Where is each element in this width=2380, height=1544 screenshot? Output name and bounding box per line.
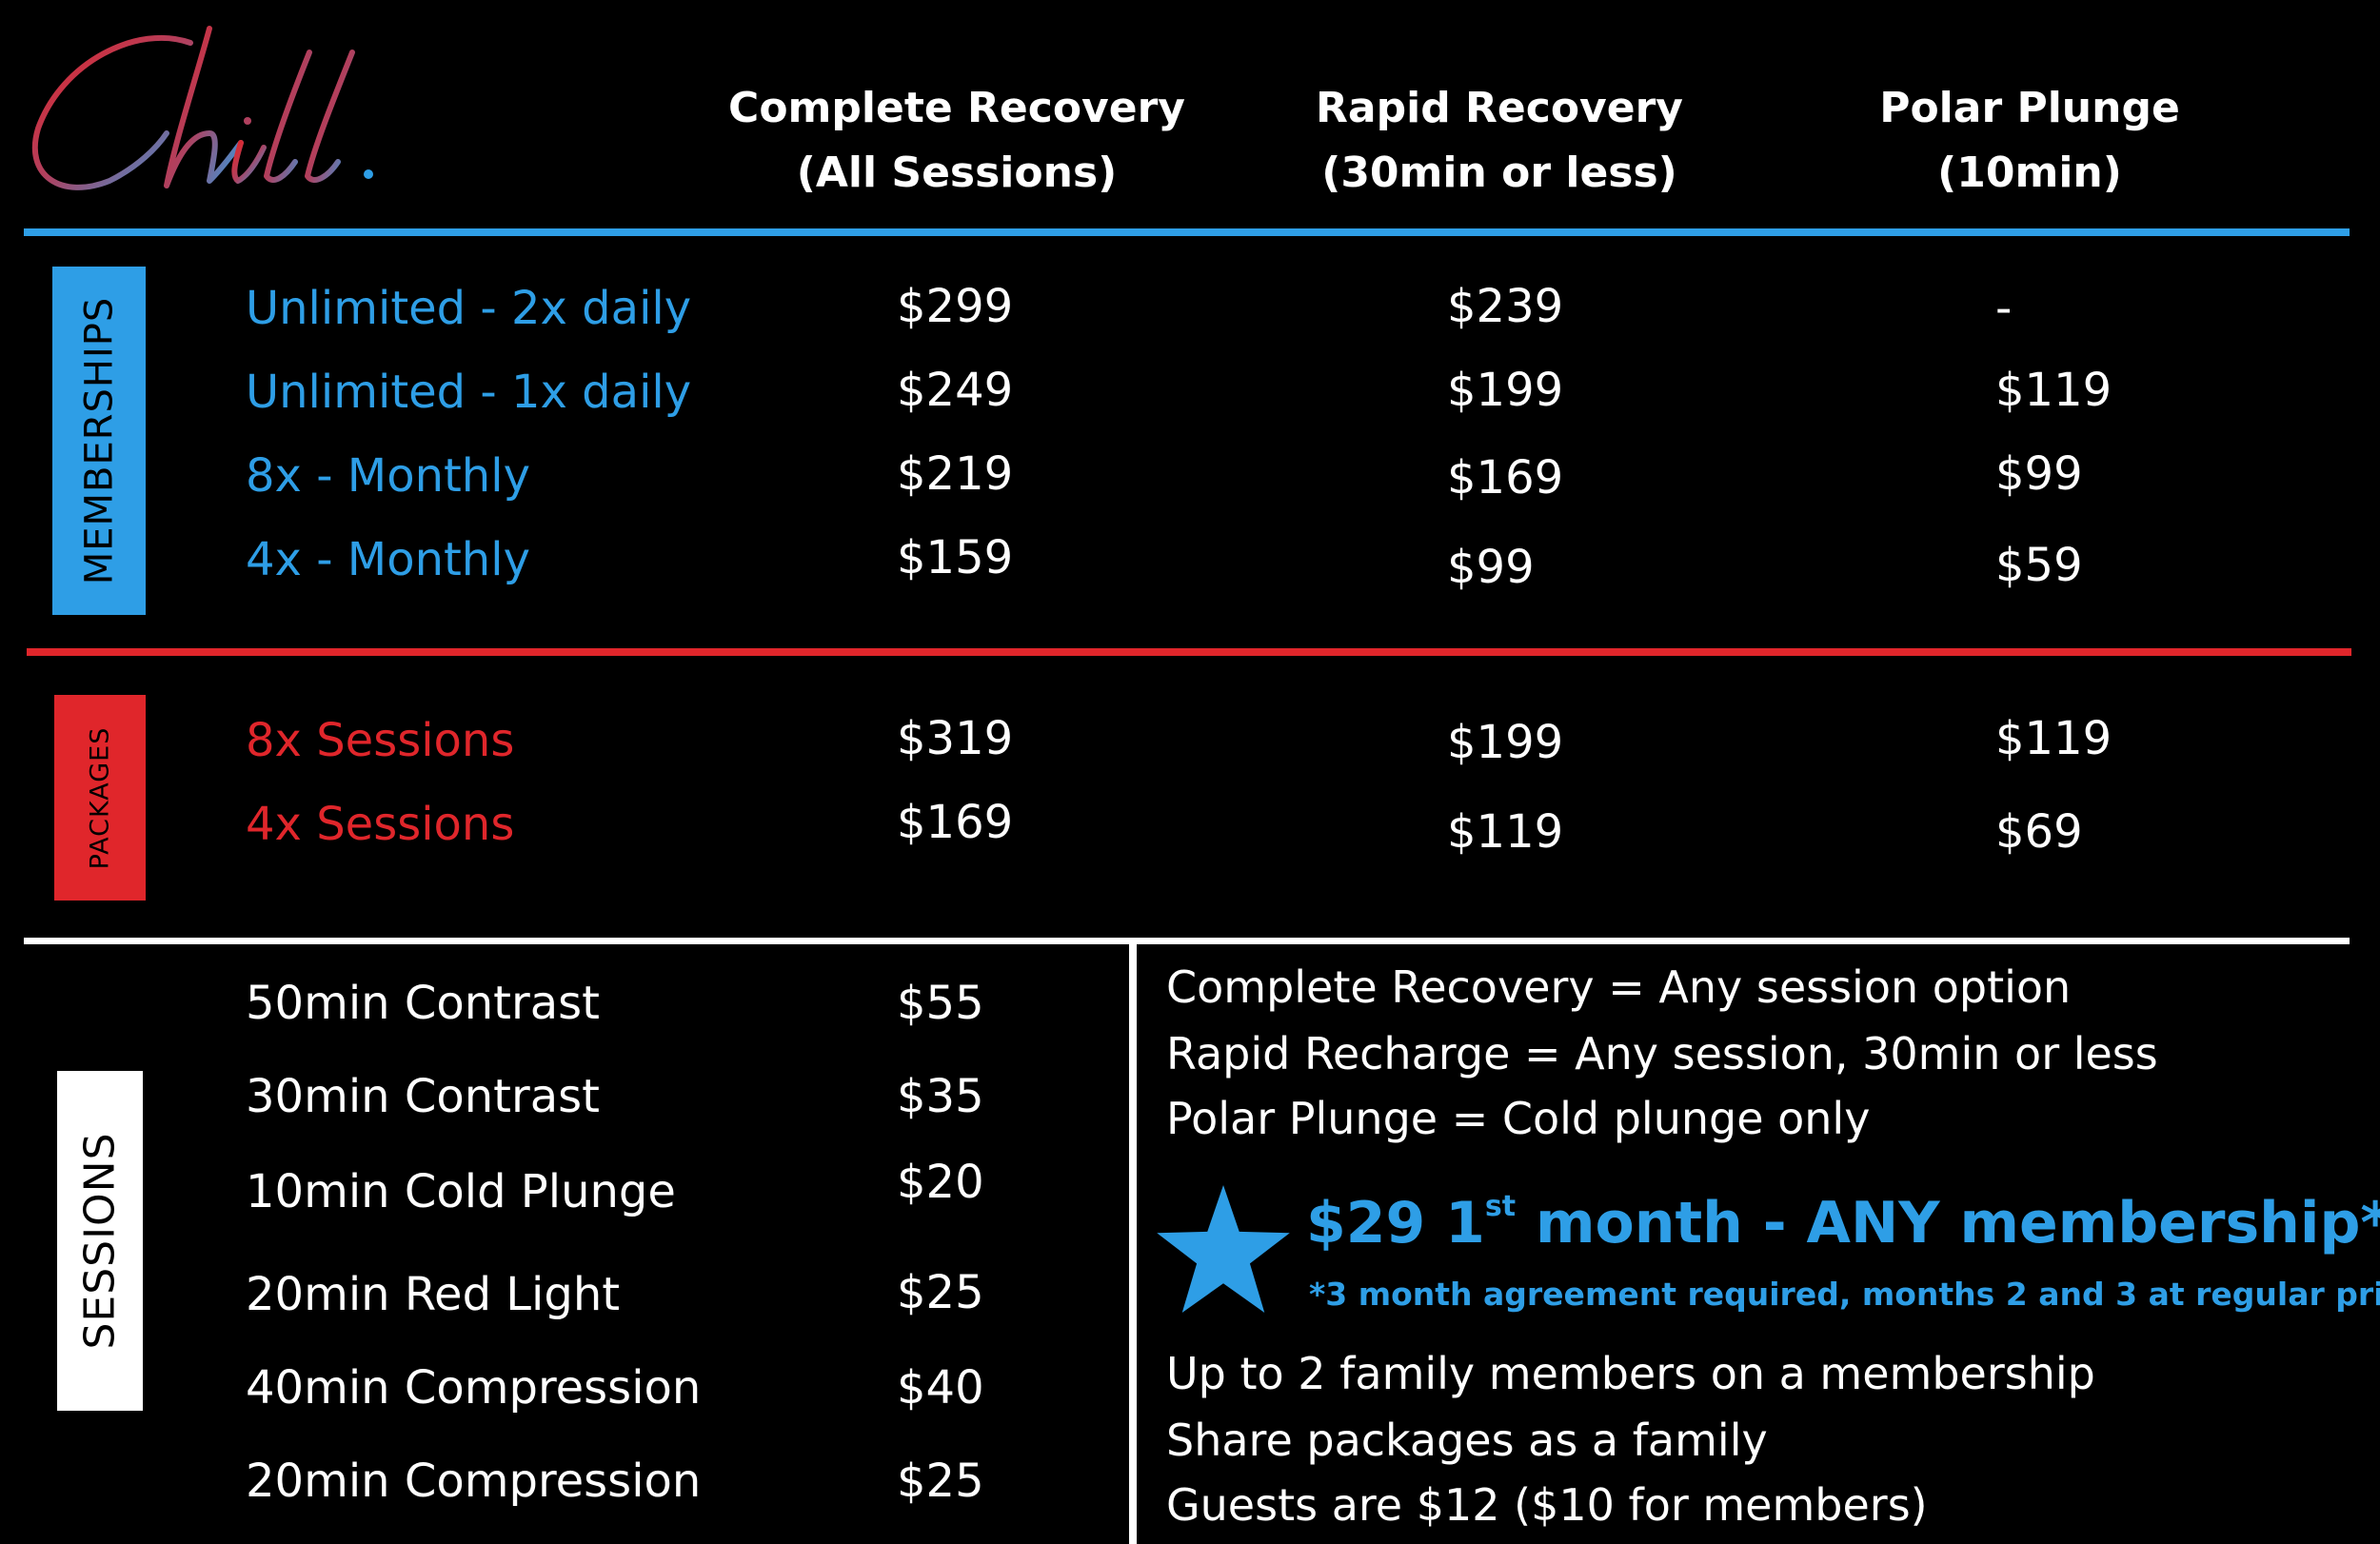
session-price: $55 (897, 977, 984, 1030)
divider-vertical (1129, 944, 1137, 1544)
membership-name: 4x - Monthly (246, 533, 530, 586)
session-price: $20 (897, 1156, 984, 1209)
session-name: 20min Compression (246, 1455, 702, 1508)
divider-red (27, 648, 2351, 656)
price-complete-recovery: $319 (897, 712, 1014, 765)
promo-price: $29 1 (1306, 1190, 1485, 1257)
column-header-title: Complete Recovery (728, 84, 1185, 132)
price-rapid-recovery: $119 (1447, 805, 1564, 859)
section-tab-label: PACKAGES (85, 726, 115, 869)
session-name: 30min Contrast (246, 1070, 600, 1123)
promo-fine-print: *3 month agreement required, months 2 an… (1309, 1276, 2380, 1313)
definition-line: Polar Plunge = Cold plunge only (1166, 1093, 1871, 1144)
column-header-subtitle: (30min or less) (1321, 148, 1677, 197)
family-line: Up to 2 family members on a membership (1166, 1348, 2095, 1399)
definition-line: Rapid Recharge = Any session, 30min or l… (1166, 1028, 2158, 1079)
price-rapid-recovery: $99 (1447, 541, 1535, 594)
column-header-polar-plunge: Polar Plunge (10min) (1744, 76, 2315, 206)
family-line: Share packages as a family (1166, 1415, 1768, 1466)
price-complete-recovery: $219 (897, 447, 1014, 501)
section-tab-memberships: MEMBERSHIPS (52, 267, 146, 615)
session-name: 20min Red Light (246, 1268, 621, 1321)
price-polar-plunge: $99 (1995, 447, 2083, 501)
price-polar-plunge: $59 (1995, 539, 2083, 592)
session-name: 10min Cold Plunge (246, 1165, 676, 1218)
definition-line: Complete Recovery = Any session option (1166, 961, 2072, 1013)
membership-name: Unlimited - 2x daily (246, 282, 692, 335)
price-rapid-recovery: $239 (1447, 280, 1564, 333)
price-rapid-recovery: $169 (1447, 451, 1564, 505)
price-complete-recovery: $299 (897, 280, 1014, 333)
divider-white (24, 938, 2350, 944)
price-polar-plunge: $119 (1995, 712, 2112, 765)
chill-logo (31, 26, 373, 190)
price-polar-plunge: - (1995, 282, 2013, 335)
package-name: 8x Sessions (246, 714, 515, 767)
price-polar-plunge: $69 (1995, 805, 2083, 859)
star-icon (1157, 1185, 1290, 1313)
session-price: $35 (897, 1070, 984, 1123)
session-price: $25 (897, 1266, 984, 1319)
price-complete-recovery: $159 (897, 531, 1014, 584)
section-tab-sessions: SESSIONS (57, 1071, 143, 1411)
price-complete-recovery: $169 (897, 796, 1014, 849)
column-header-subtitle: (10min) (1937, 148, 2122, 197)
family-line: Guests are $12 ($10 for members) (1166, 1479, 1928, 1531)
session-name: 50min Contrast (246, 977, 600, 1030)
session-price: $40 (897, 1361, 984, 1415)
price-polar-plunge: $119 (1995, 364, 2112, 417)
column-header-title: Polar Plunge (1879, 84, 2180, 132)
membership-name: 8x - Monthly (246, 449, 530, 503)
price-rapid-recovery: $199 (1447, 716, 1564, 769)
price-rapid-recovery: $199 (1447, 364, 1564, 417)
promo-headline: $29 1st month - ANY membership* (1306, 1190, 2380, 1257)
membership-name: Unlimited - 1x daily (246, 366, 692, 419)
package-name: 4x Sessions (246, 798, 515, 851)
session-name: 40min Compression (246, 1361, 702, 1415)
session-price: $25 (897, 1455, 984, 1508)
column-header-subtitle: (All Sessions) (796, 148, 1118, 197)
promo-ordinal: st (1484, 1190, 1517, 1223)
section-tab-packages: PACKAGES (54, 695, 146, 901)
column-header-complete-recovery: Complete Recovery (All Sessions) (671, 76, 1242, 206)
divider-blue (24, 228, 2350, 236)
price-complete-recovery: $249 (897, 364, 1014, 417)
column-header-title: Rapid Recovery (1316, 84, 1683, 132)
promo-text: month - ANY membership* (1516, 1190, 2380, 1257)
section-tab-label: SESSIONS (75, 1132, 125, 1350)
section-tab-label: MEMBERSHIPS (77, 296, 121, 585)
column-header-rapid-recovery: Rapid Recovery (30min or less) (1214, 76, 1785, 206)
